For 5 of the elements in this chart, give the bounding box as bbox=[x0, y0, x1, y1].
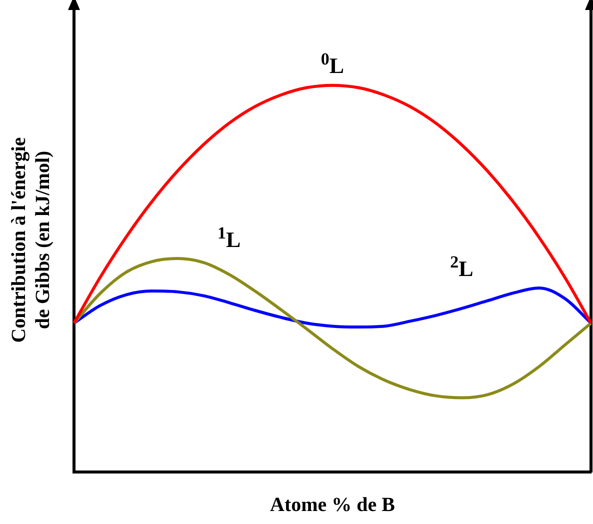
x-axis-title: Atome % de B bbox=[270, 494, 395, 516]
text: $^{0}$L bbox=[320, 50, 344, 80]
annotation: $^{2}$L bbox=[450, 252, 474, 282]
y-axis-title: Contribution à l'énergie de Gibbs (en kJ/mol) bbox=[8, 137, 54, 343]
annotation: $^{1}$L bbox=[218, 223, 241, 253]
